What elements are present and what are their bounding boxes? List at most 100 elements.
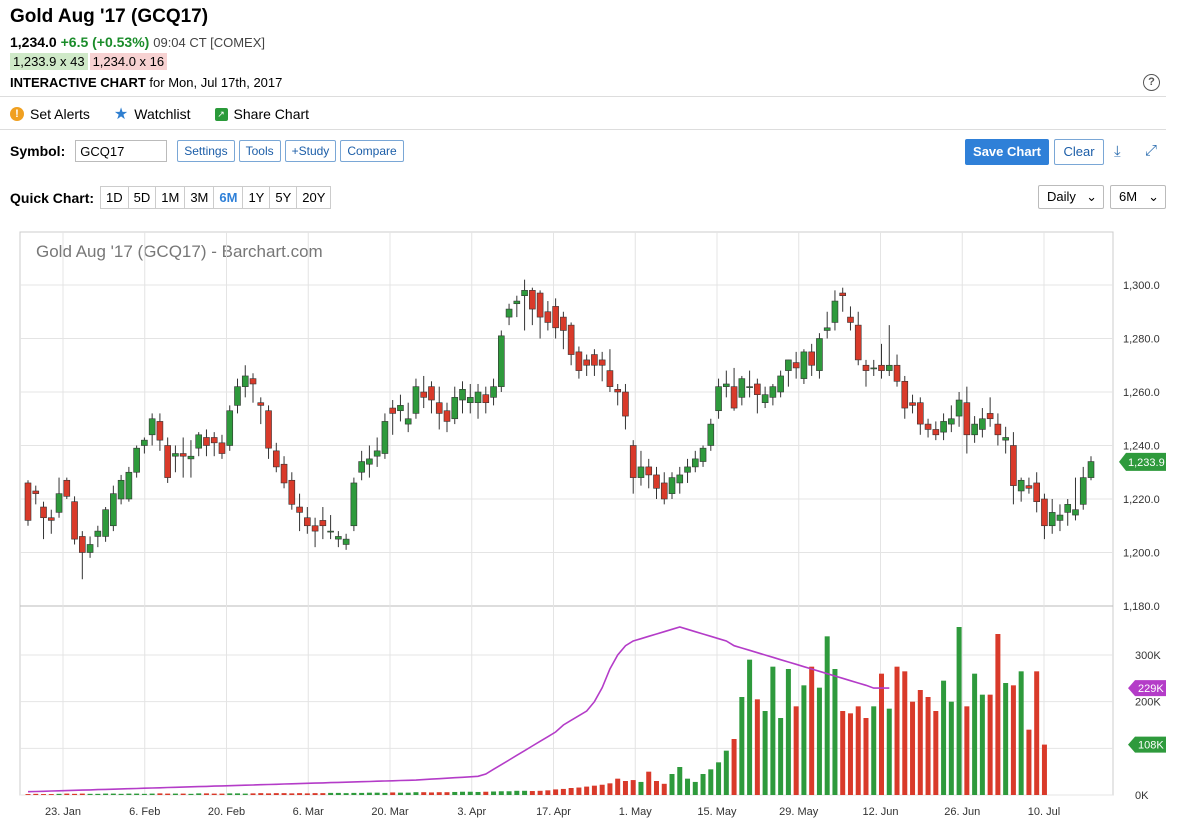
candle-body [397,405,404,412]
candle-body [552,306,559,329]
x-tick-label: 15. May [697,806,737,818]
range-3m[interactable]: 3M [184,186,215,209]
range-6m[interactable]: 6M [213,186,244,209]
clear-button[interactable]: Clear [1054,139,1104,165]
x-tick-label: 10. Jul [1028,806,1060,818]
volume-bar [553,789,559,795]
candle-body [156,421,164,441]
candle-body [948,418,955,425]
volume-bar [196,793,202,795]
candle-body [110,493,117,527]
volume-bar [948,701,954,795]
candle-body [684,466,691,473]
volume-bar [219,793,225,795]
candle-body [800,351,808,379]
expand-icon[interactable]: ⤢ [1145,142,1158,159]
tools-button[interactable]: Tools [238,140,281,162]
volume-bar [95,793,101,795]
volume-bar [685,778,691,795]
candle-body [777,375,784,393]
interactive-chart-label: INTERACTIVE CHART for Mon, Jul 17th, 201… [10,75,282,90]
volume-bar [1041,744,1047,795]
chevron-down-icon: ⌄ [1086,189,1097,204]
candle-body [234,386,241,406]
candle-body [676,474,684,484]
help-icon[interactable]: ? [1143,74,1160,91]
last-price-tag [1119,452,1166,471]
add-study-button[interactable]: +Study [284,140,337,162]
volume-bar [646,771,652,795]
candle-body [47,517,55,521]
candle-body [622,391,629,417]
candle-body [412,386,420,414]
volume-bar [266,793,272,795]
volume-bar [995,634,1001,795]
share-chart-button[interactable]: ↗ Share Chart [214,104,309,124]
symbol-input[interactable] [75,140,168,162]
candle-body [187,455,195,460]
volume-bar [917,690,923,795]
volume-avg-tag [1128,680,1166,697]
candle-body [1010,445,1017,486]
volume-bar [638,781,644,795]
candle-body [272,450,280,468]
candle-body [715,386,722,412]
volume-bar [421,792,427,795]
settings-button[interactable]: Settings [177,140,235,162]
volume-bar [622,781,628,795]
volume-bar [289,793,295,795]
period-select[interactable]: 6M ⌄ [1110,185,1166,209]
candles [24,279,1095,580]
candle-body [366,458,373,465]
volume-bar [716,762,722,795]
candle-body [203,437,210,446]
candle-body [1033,482,1040,502]
price-tick-label: 1,180.0 [1123,601,1160,613]
save-chart-button[interactable]: Save Chart [965,139,1049,165]
price-tick-label: 1,220.0 [1123,494,1160,506]
set-alerts-button[interactable]: ! Set Alerts [10,104,90,124]
volume-bar [809,666,815,795]
volume-bar [987,694,993,795]
volume-bar [747,659,753,795]
candle-body [986,413,994,420]
candle-body [513,300,521,305]
volume-bar [335,792,341,795]
volume-bar [188,793,194,795]
candle-body [994,423,1002,436]
candle-body [862,364,870,371]
range-1m[interactable]: 1M [155,186,186,209]
range-20y[interactable]: 20Y [296,186,332,209]
candle-body [172,453,179,457]
candle-body [296,506,303,513]
volume-bar [902,671,908,795]
candle-body [614,389,621,393]
volume-bar [413,792,419,795]
volume-bar [1034,671,1040,795]
candle-body [210,437,218,444]
download-icon[interactable]: ⤓ [1114,143,1121,160]
chevron-down-icon: ⌄ [1148,189,1159,204]
volume-bar [273,793,279,795]
quote-line: 1,234.0 +6.5 (+0.53%) 09:04 CT [COMEX] [10,34,265,50]
watchlist-button[interactable]: ★ Watchlist [114,104,191,124]
range-1y[interactable]: 1Y [242,186,271,209]
candle-body [141,439,148,446]
volume-bar [816,687,822,795]
range-5d[interactable]: 5D [127,186,157,209]
volume-bar [483,791,489,795]
volume-bar [941,680,947,795]
candle-body [241,375,249,387]
candle-body [459,389,466,401]
candle-body [164,445,171,478]
candle-body [474,391,482,403]
interval-select[interactable]: Daily ⌄ [1038,185,1104,209]
candle-body [885,364,893,371]
compare-button[interactable]: Compare [340,140,404,162]
candle-body [1056,514,1064,521]
volume-bar [203,793,209,795]
chart-actions: ! Set Alerts ★ Watchlist ↗ Share Chart [10,104,309,124]
price-tick-label: 1,280.0 [1123,334,1160,346]
candle-body [420,391,428,398]
